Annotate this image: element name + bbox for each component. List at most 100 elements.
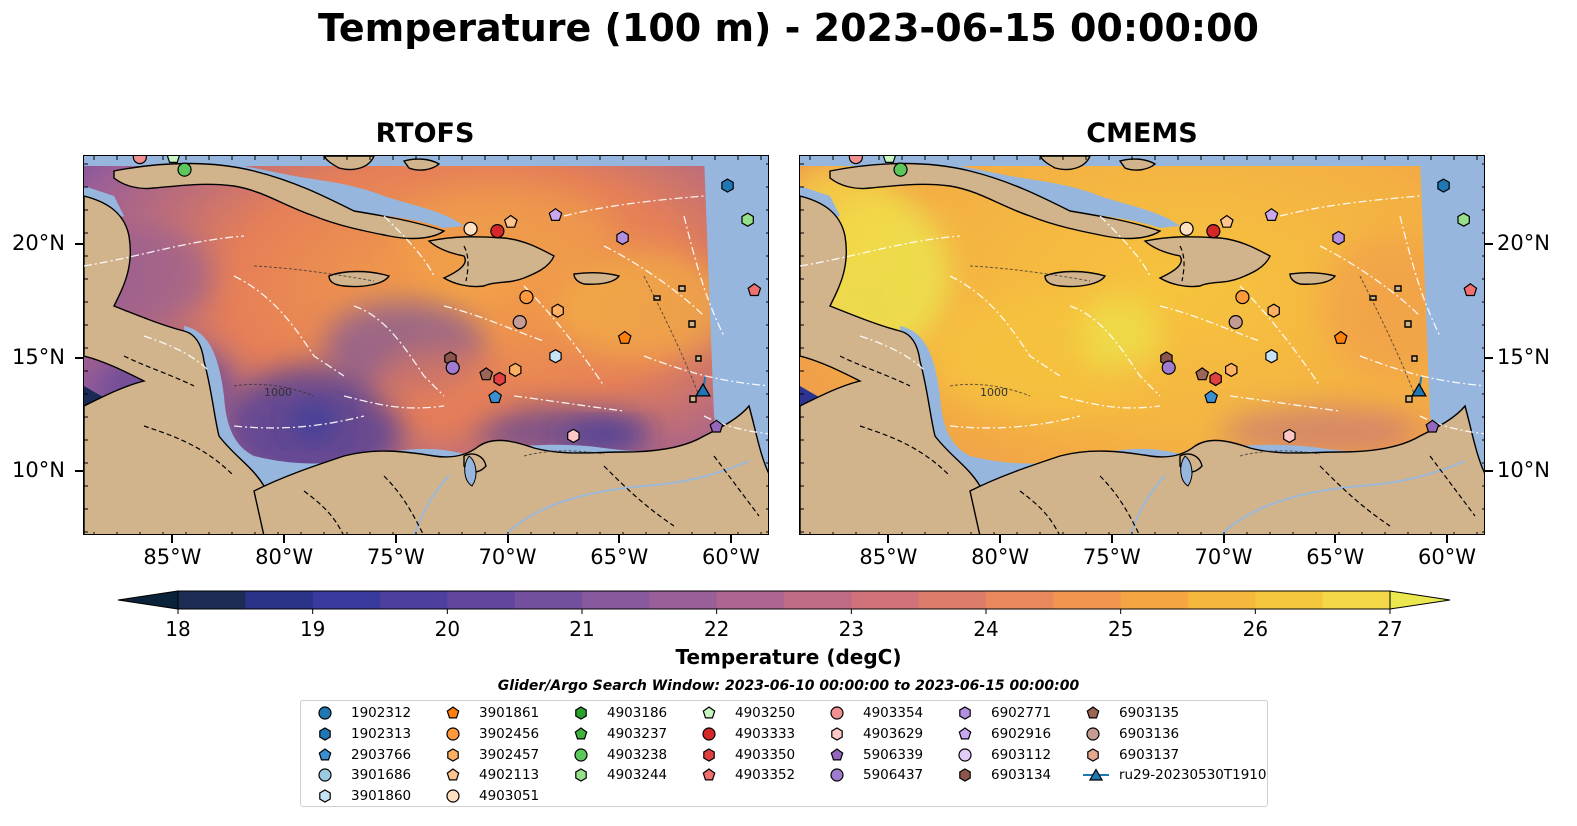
circle-marker-icon — [446, 727, 460, 741]
cmems-profile-marker — [1225, 362, 1238, 378]
lon-tick-label: 60°W — [1418, 545, 1476, 569]
legend-label: 3901686 — [351, 767, 412, 784]
cmems-glider-marker — [1410, 382, 1427, 397]
colorbar-segment — [1322, 591, 1391, 609]
colorbar-segment — [716, 591, 785, 609]
legend-label: 4903629 — [863, 725, 924, 742]
cmems-profile-marker — [1265, 349, 1278, 364]
glider-marker-icon — [1083, 768, 1109, 781]
hexagon-marker-icon — [1087, 747, 1099, 762]
colorbar-segment — [1255, 591, 1324, 609]
rtofs-profile-marker — [166, 156, 180, 164]
cmems-profile-marker — [1235, 289, 1250, 305]
legend-label: 2903766 — [351, 746, 412, 763]
legend-item: 2903766 — [315, 745, 411, 765]
cmems-profile-marker — [1264, 207, 1279, 222]
colorbar-tick-label: 25 — [1108, 617, 1133, 641]
lat-tick-label: 20°N — [12, 230, 65, 255]
colorbar-segment — [312, 591, 381, 609]
lon-tick-mark — [887, 535, 890, 543]
colorbar-tick-label: 20 — [435, 617, 460, 641]
rtofs-profile-marker — [747, 283, 762, 297]
colorbar-tick-label: 22 — [704, 617, 729, 641]
cmems-profile-marker — [1332, 230, 1345, 246]
colorbar-tick-label: 21 — [569, 617, 594, 641]
colorbar-tick-label: 26 — [1243, 617, 1268, 641]
legend-item: 6903137 — [1083, 745, 1179, 765]
legend-label: 3902457 — [479, 746, 540, 763]
rtofs-profile-marker — [177, 162, 192, 177]
colorbar-segment — [582, 591, 650, 609]
legend-item: 6903112 — [955, 745, 1051, 765]
rtofs-profile-marker — [509, 362, 522, 378]
cmems-profile-marker — [1204, 389, 1219, 404]
colorbar-label: Temperature (degC) — [675, 645, 902, 669]
legend-item: 6902771 — [955, 703, 1051, 723]
legend-item: 4903352 — [699, 765, 795, 785]
lon-tick-mark — [1110, 535, 1113, 543]
panel-title-cmems: CMEMS — [1086, 118, 1198, 149]
circle-marker-icon — [830, 768, 844, 782]
legend-item: 1902312 — [315, 703, 411, 723]
lon-tick-label: 80°W — [971, 545, 1030, 569]
lat-tick-mark — [75, 242, 83, 245]
rtofs-profile-marker — [741, 212, 754, 227]
colorbar-segment — [178, 591, 246, 609]
pentagon-marker-icon — [958, 727, 972, 740]
legend-label: 5906339 — [863, 746, 924, 763]
rtofs-profile-marker — [479, 367, 494, 381]
legend-item: 4903244 — [571, 765, 667, 785]
legend-label: 4903350 — [735, 746, 796, 763]
lon-tick-mark — [1334, 535, 1337, 543]
colorbar-segment — [447, 591, 516, 609]
pentagon-marker-icon — [830, 747, 844, 761]
legend-item: 3901861 — [443, 703, 539, 723]
colorbar-tick-label: 23 — [839, 617, 864, 641]
legend-item: 4903350 — [699, 745, 795, 765]
lon-tick-mark — [1222, 535, 1225, 543]
legend-item: 6903136 — [1083, 724, 1179, 744]
cmems-profile-marker — [1219, 214, 1234, 228]
lon-tick-mark — [999, 535, 1002, 543]
legend-label: 6903112 — [991, 746, 1052, 763]
colorbar-tick-label: 27 — [1377, 617, 1402, 641]
legend-label: 4903051 — [479, 788, 540, 805]
circle-marker-icon — [702, 727, 716, 741]
cmems-profile-marker — [1333, 330, 1348, 344]
legend-item: 6903135 — [1083, 703, 1179, 723]
cmems-profile-marker — [882, 156, 896, 164]
legend-item: 5906339 — [827, 745, 923, 765]
cmems-profile-marker — [1209, 371, 1222, 387]
pentagon-marker-icon — [446, 706, 460, 719]
lat-tick-label: 15°N — [1497, 344, 1550, 369]
colorbar-segment — [1053, 591, 1122, 609]
legend-item: 4903051 — [443, 786, 539, 806]
legend-label: 5906437 — [863, 767, 924, 784]
rtofs-profile-marker — [493, 371, 506, 387]
rtofs-profile-marker — [617, 330, 632, 344]
colorbar-tick-label: 19 — [300, 617, 325, 641]
rtofs-profile-marker — [709, 419, 724, 433]
legend-label: 4903333 — [735, 725, 796, 742]
rtofs-profile-marker — [463, 221, 478, 236]
lat-tick-mark — [1485, 356, 1493, 359]
legend-label: 4903237 — [607, 725, 668, 742]
cmems-profile-marker — [1437, 178, 1450, 193]
circle-marker-icon — [446, 789, 460, 803]
legend-item: 4903629 — [827, 724, 923, 744]
hexagon-marker-icon — [831, 727, 843, 741]
legend-item: 6902916 — [955, 724, 1051, 744]
colorbar-segment — [918, 591, 987, 609]
cmems-profile-marker — [1283, 428, 1296, 444]
lon-tick-label: 75°W — [1082, 545, 1141, 569]
colorbar-extend-min — [117, 590, 179, 610]
pentagon-marker-icon — [702, 768, 716, 781]
rtofs-profile-marker — [519, 289, 534, 305]
pentagon-marker-icon — [446, 768, 460, 781]
rtofs-profile-marker — [549, 349, 562, 364]
lon-tick-label: 85°W — [859, 545, 918, 569]
colorbar-extend-max — [1389, 590, 1451, 610]
legend-label: 6902771 — [991, 705, 1052, 721]
lon-tick-label: 75°W — [366, 545, 425, 569]
rtofs-profile-marker — [503, 214, 518, 228]
